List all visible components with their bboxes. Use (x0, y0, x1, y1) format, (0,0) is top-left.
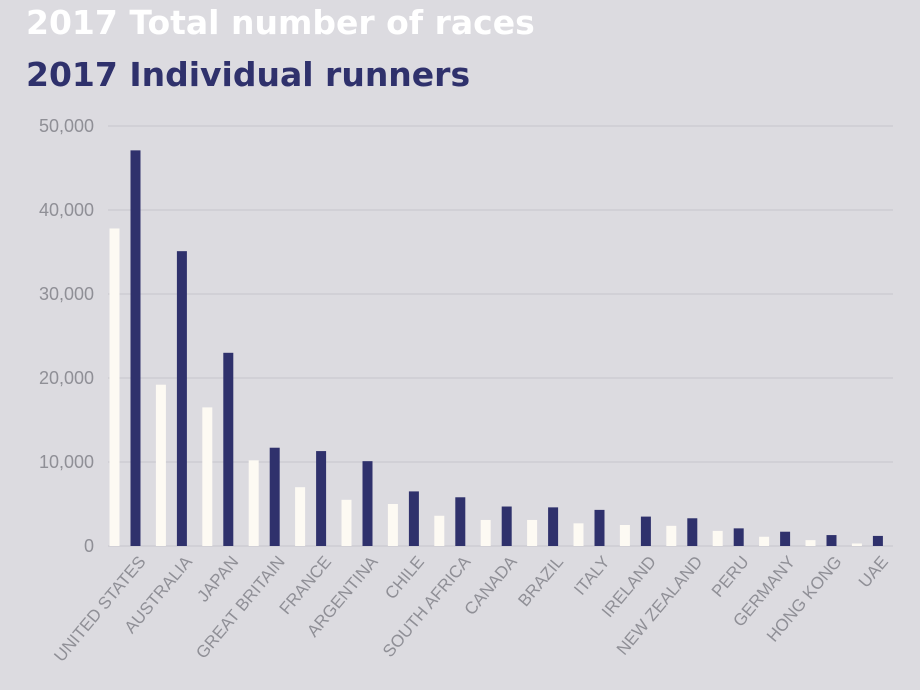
bar-runners (594, 509, 605, 546)
x-tick-label: ITALY (570, 552, 613, 598)
bar-races (759, 536, 770, 546)
bar-races (666, 525, 677, 546)
bar-runners (316, 451, 327, 546)
bar-races (851, 543, 862, 546)
legend-races: 2017 Total number of races (26, 3, 535, 42)
bar-runners (780, 531, 791, 546)
bar-runners (223, 352, 234, 546)
x-tick-label: CHILE (381, 552, 428, 603)
bar-races (341, 499, 352, 546)
y-tick-label: 20,000 (39, 368, 94, 388)
bar-races (387, 504, 398, 546)
bar-runners (362, 461, 373, 546)
bar-runners (548, 507, 559, 546)
bar-runners (501, 506, 512, 546)
bar-runners (408, 491, 419, 546)
x-tick-label: UAE (855, 552, 892, 591)
bar-runners (455, 497, 466, 546)
bar-runners (640, 516, 651, 546)
bar-races (527, 519, 538, 546)
bar-runners (826, 535, 837, 546)
bar-races (480, 519, 491, 546)
bar-runners (687, 518, 698, 546)
y-tick-label: 30,000 (39, 284, 94, 304)
bar-races (434, 515, 445, 546)
bar-races (109, 228, 120, 547)
x-tick-label: BRAZIL (514, 552, 567, 610)
bar-runners (130, 150, 141, 547)
y-tick-label: 10,000 (39, 452, 94, 472)
x-tick-label: GREAT BRITAIN (192, 552, 289, 662)
y-tick-label: 40,000 (39, 200, 94, 220)
y-tick-label: 0 (84, 536, 94, 556)
legend-runners: 2017 Individual runners (26, 55, 471, 94)
bar-races (805, 540, 816, 546)
bar-runners (176, 251, 187, 546)
bar-runners (733, 528, 744, 546)
x-tick-label: PERU (708, 552, 753, 600)
bar-runners (269, 447, 280, 546)
bar-races (295, 487, 306, 546)
bar-races (573, 523, 584, 546)
y-tick-label: 50,000 (39, 116, 94, 136)
bar-races (619, 525, 630, 546)
bar-races (202, 407, 213, 546)
x-tick-label: NEW ZEALAND (613, 552, 706, 658)
bar-races (712, 530, 723, 546)
bar-runners (872, 535, 883, 546)
bar-races (155, 384, 166, 546)
bar-races (248, 460, 259, 546)
